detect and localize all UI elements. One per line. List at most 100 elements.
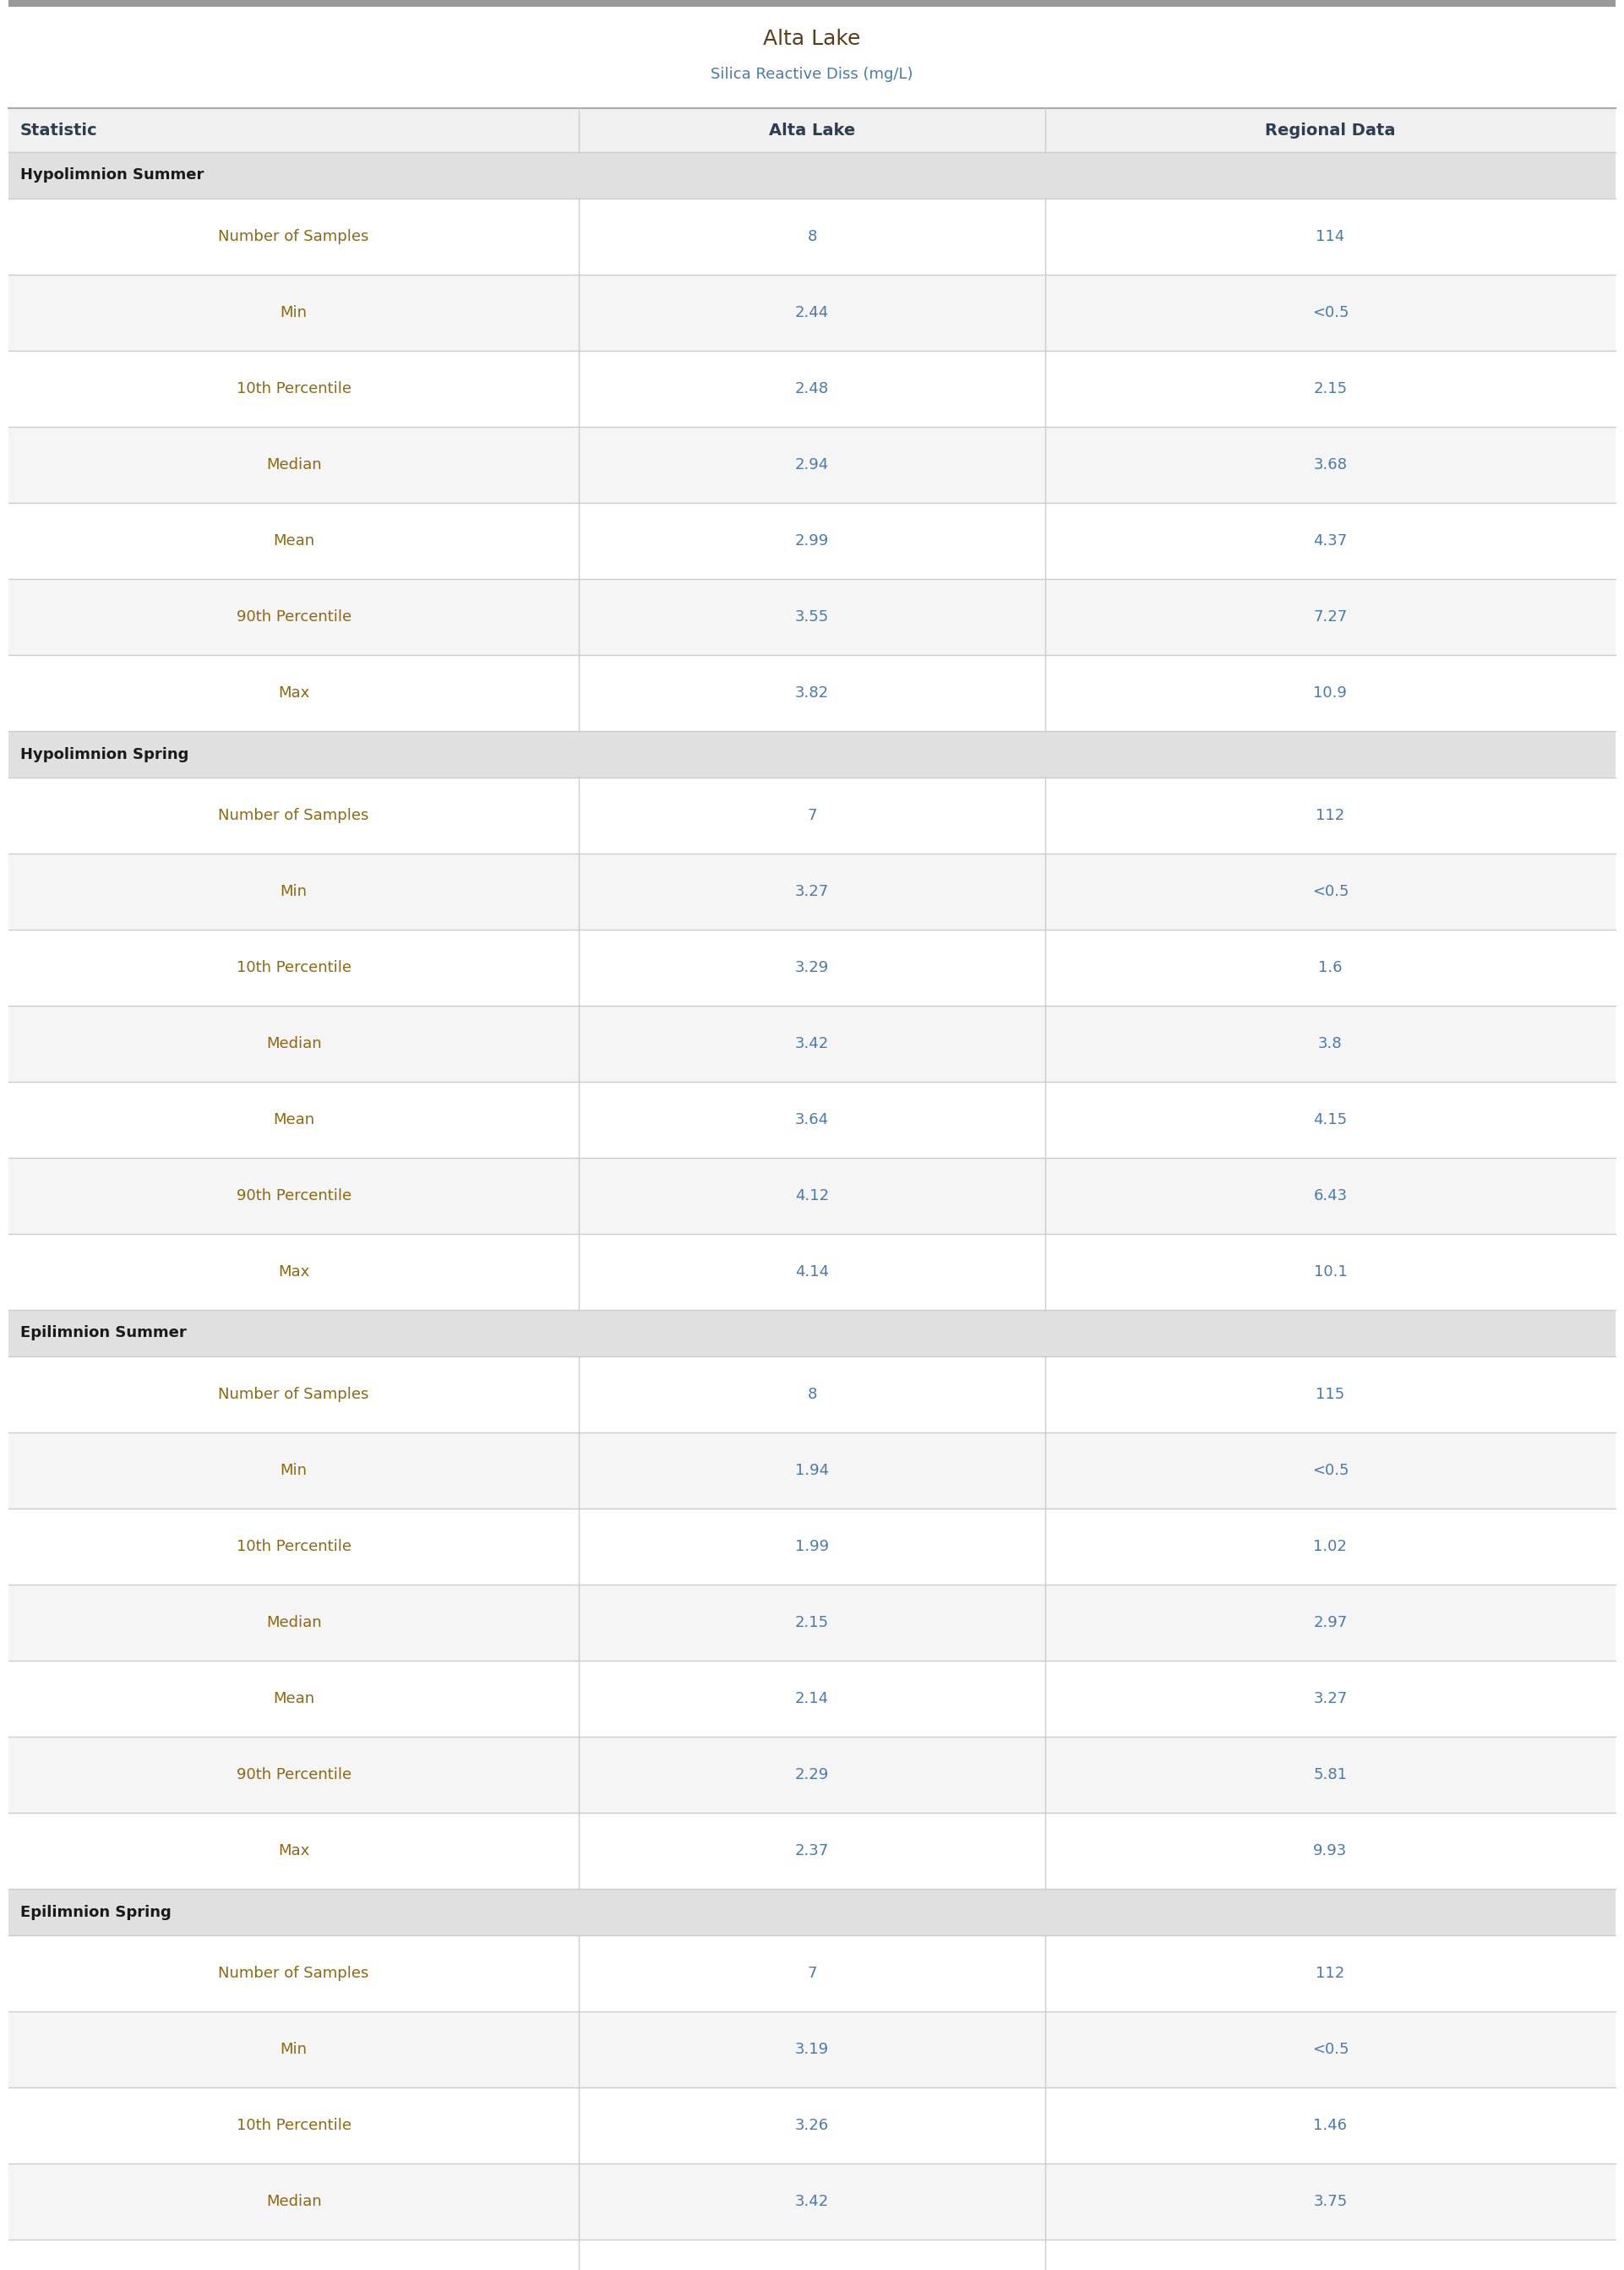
Text: 2.48: 2.48 — [796, 381, 828, 397]
Text: 3.27: 3.27 — [1314, 1691, 1348, 1707]
Text: 2.29: 2.29 — [796, 1766, 828, 1782]
Bar — [8, 1737, 1616, 1814]
Text: <0.5: <0.5 — [1312, 2041, 1348, 2057]
Text: Max: Max — [278, 1843, 310, 1859]
Text: Max: Max — [278, 1264, 310, 1280]
Text: 3.64: 3.64 — [796, 1112, 828, 1128]
Text: 2.14: 2.14 — [796, 1691, 828, 1707]
Bar — [8, 2011, 1616, 2088]
Bar — [8, 731, 1616, 779]
Text: 2.15: 2.15 — [1314, 381, 1348, 397]
Text: Min: Min — [281, 304, 307, 320]
Bar — [8, 2088, 1616, 2163]
Bar — [8, 2240, 1616, 2270]
Bar — [8, 779, 1616, 854]
Bar — [8, 275, 1616, 352]
Text: 90th Percentile: 90th Percentile — [235, 1766, 351, 1782]
Text: 10th Percentile: 10th Percentile — [235, 960, 351, 976]
Text: 3.19: 3.19 — [796, 2041, 828, 2057]
Text: Number of Samples: Number of Samples — [218, 229, 369, 245]
Bar — [8, 1510, 1616, 1584]
Text: Number of Samples: Number of Samples — [218, 1966, 369, 1982]
Bar — [8, 427, 1616, 504]
Text: 2.15: 2.15 — [796, 1614, 828, 1630]
Text: 114: 114 — [1315, 229, 1345, 245]
Bar — [8, 1158, 1616, 1235]
Text: Max: Max — [278, 686, 310, 701]
Bar — [8, 1814, 1616, 1889]
Bar — [8, 656, 1616, 731]
Bar — [8, 504, 1616, 579]
Text: 9.93: 9.93 — [1314, 1843, 1348, 1859]
Text: 1.02: 1.02 — [1314, 1539, 1348, 1555]
Text: 10th Percentile: 10th Percentile — [235, 381, 351, 397]
Text: 7: 7 — [807, 1966, 817, 1982]
Text: Hypolimnion Summer: Hypolimnion Summer — [19, 168, 205, 184]
Text: Mean: Mean — [273, 533, 315, 549]
Text: Epilimnion Summer: Epilimnion Summer — [19, 1326, 187, 1342]
Text: 3.42: 3.42 — [796, 1035, 828, 1051]
Bar — [8, 7, 1616, 109]
Bar — [8, 1889, 1616, 1936]
Text: 3.42: 3.42 — [796, 2193, 828, 2209]
Text: 10th Percentile: 10th Percentile — [235, 1539, 351, 1555]
Text: 3.68: 3.68 — [1314, 456, 1348, 472]
Text: 2.97: 2.97 — [1314, 1614, 1348, 1630]
Bar — [8, 1584, 1616, 1662]
Text: 90th Percentile: 90th Percentile — [235, 1187, 351, 1203]
Text: 8: 8 — [807, 1387, 817, 1403]
Text: Min: Min — [281, 883, 307, 899]
Text: <0.5: <0.5 — [1312, 1462, 1348, 1478]
Text: 7: 7 — [807, 808, 817, 824]
Text: Regional Data: Regional Data — [1265, 123, 1395, 138]
Text: 3.8: 3.8 — [1319, 1035, 1343, 1051]
Text: 10.1: 10.1 — [1314, 1264, 1346, 1280]
Text: 3.75: 3.75 — [1314, 2193, 1348, 2209]
Bar — [8, 579, 1616, 656]
Bar — [8, 1936, 1616, 2011]
Bar — [8, 2163, 1616, 2240]
Text: 10th Percentile: 10th Percentile — [235, 2118, 351, 2134]
Text: 4.14: 4.14 — [796, 1264, 828, 1280]
Text: Min: Min — [281, 2041, 307, 2057]
Text: 3.29: 3.29 — [796, 960, 828, 976]
Text: 2.99: 2.99 — [796, 533, 828, 549]
Text: Hypolimnion Spring: Hypolimnion Spring — [19, 747, 188, 763]
Text: Alta Lake: Alta Lake — [763, 30, 861, 50]
Text: 8: 8 — [807, 229, 817, 245]
Text: Statistic: Statistic — [19, 123, 97, 138]
Text: <0.5: <0.5 — [1312, 304, 1348, 320]
Text: 112: 112 — [1315, 808, 1345, 824]
Text: 4.12: 4.12 — [796, 1187, 828, 1203]
Text: 5.81: 5.81 — [1314, 1766, 1348, 1782]
Text: Number of Samples: Number of Samples — [218, 808, 369, 824]
Text: 2.37: 2.37 — [796, 1843, 828, 1859]
Bar — [8, 1235, 1616, 1310]
Bar — [8, 1662, 1616, 1737]
Text: 1.94: 1.94 — [796, 1462, 828, 1478]
Text: 2.44: 2.44 — [796, 304, 828, 320]
Text: 3.27: 3.27 — [796, 883, 828, 899]
Text: Min: Min — [281, 1462, 307, 1478]
Bar — [8, 1006, 1616, 1083]
Text: 2.94: 2.94 — [796, 456, 828, 472]
Bar — [8, 1310, 1616, 1357]
Text: 1.46: 1.46 — [1314, 2118, 1348, 2134]
Text: 3.26: 3.26 — [796, 2118, 828, 2134]
Text: 1.6: 1.6 — [1319, 960, 1343, 976]
Bar — [8, 197, 1616, 275]
Text: 112: 112 — [1315, 1966, 1345, 1982]
Bar — [8, 0, 1616, 7]
Bar — [8, 1357, 1616, 1432]
Text: 7.27: 7.27 — [1314, 608, 1348, 624]
Text: <0.5: <0.5 — [1312, 883, 1348, 899]
Text: Alta Lake: Alta Lake — [768, 123, 856, 138]
Text: Silica Reactive Diss (mg/L): Silica Reactive Diss (mg/L) — [711, 66, 913, 82]
Text: 90th Percentile: 90th Percentile — [235, 608, 351, 624]
Text: 115: 115 — [1315, 1387, 1345, 1403]
Text: 10.9: 10.9 — [1314, 686, 1348, 701]
Text: Median: Median — [266, 1614, 322, 1630]
Bar — [8, 152, 1616, 197]
Bar — [8, 109, 1616, 152]
Text: Mean: Mean — [273, 1112, 315, 1128]
